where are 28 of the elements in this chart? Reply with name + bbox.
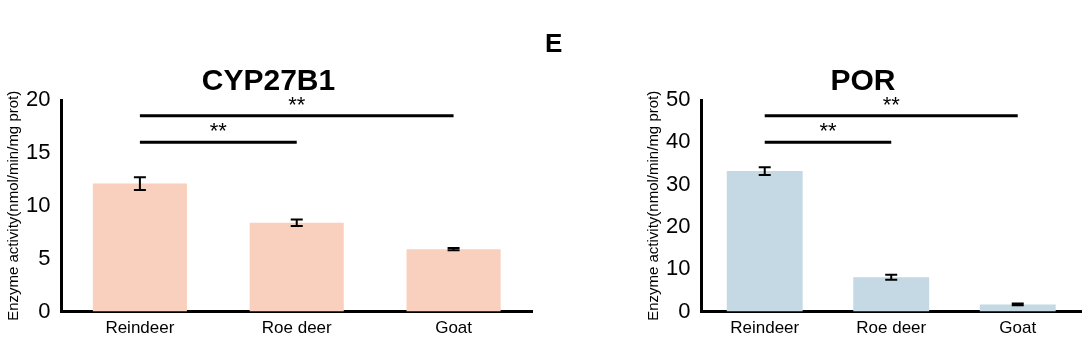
y-tick-label: 50: [665, 86, 691, 112]
annotation: **: [819, 118, 837, 144]
x-tick-label: Reindeer: [105, 318, 175, 338]
y-tick-label: 20: [665, 213, 691, 239]
y-axis-title: Enzyme activity(nmol/min/mg prot): [4, 90, 22, 321]
y-tick-label: 5: [38, 244, 51, 270]
y-axis-title: Enzyme activity(nmol/min/mg prot): [644, 90, 662, 321]
y-tick-label: 10: [665, 255, 691, 281]
bar: [406, 249, 501, 312]
y-tick-label: 20: [25, 86, 51, 112]
y-tick-label: 40: [665, 128, 691, 154]
x-tick-label: Roe deer: [261, 318, 333, 338]
annotation: **: [209, 118, 228, 144]
x-tick-label: Reindeer: [730, 318, 800, 338]
x-tick-label: Roe deer: [856, 318, 927, 338]
y-tick-label: 0: [678, 297, 691, 323]
x-tick-label: Goat: [435, 318, 473, 338]
y-tick-label: 0: [38, 297, 51, 323]
bar: [249, 222, 344, 312]
bar: [726, 171, 803, 312]
bar: [92, 183, 187, 312]
bar: [853, 277, 930, 312]
text: E: [545, 28, 563, 59]
y-tick-label: 15: [25, 138, 51, 164]
y-tick-label: 10: [25, 191, 51, 217]
bar: [979, 304, 1056, 312]
y-tick-label: 30: [665, 170, 691, 196]
x-tick-label: Goat: [999, 318, 1037, 338]
